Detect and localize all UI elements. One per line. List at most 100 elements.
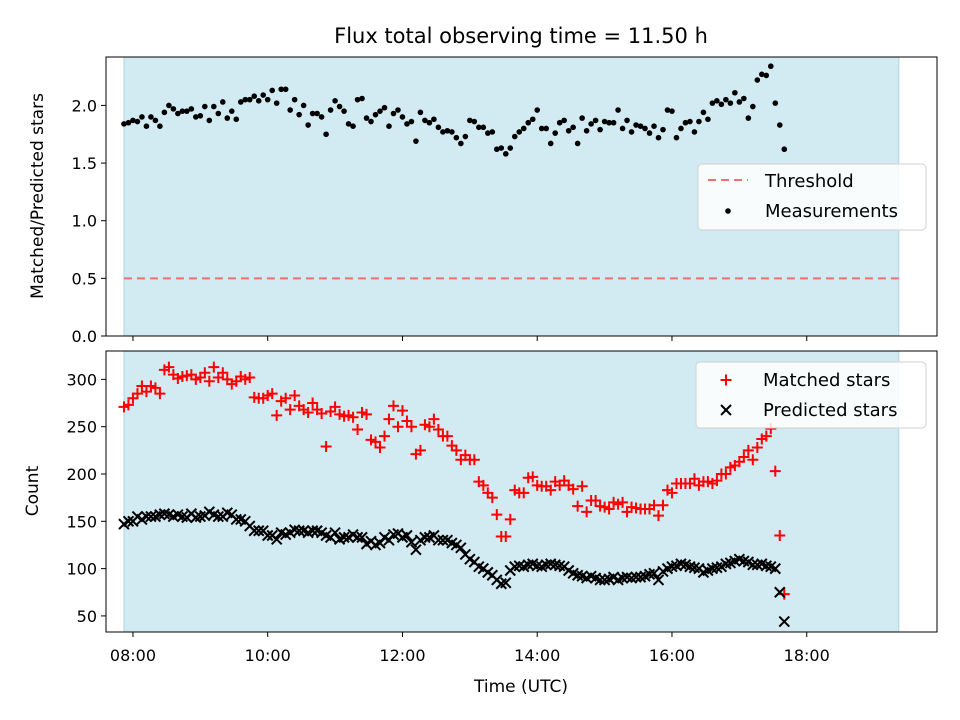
top-legend-box xyxy=(697,163,927,231)
measurement-point xyxy=(637,123,644,129)
measurement-point xyxy=(305,122,311,128)
measurement-point xyxy=(525,119,532,126)
matched-stars-point xyxy=(450,444,462,456)
legend-layer: Threshold Measurements Matched stars Predic… xyxy=(695,163,927,429)
measurement-point xyxy=(579,115,585,121)
measurement-point xyxy=(462,133,469,140)
predicted-stars-point xyxy=(500,577,512,589)
measurement-point xyxy=(282,86,289,93)
measurement-point xyxy=(552,130,558,136)
measurement-point xyxy=(426,119,433,126)
measurement-point xyxy=(763,72,770,79)
measurement-point xyxy=(660,126,666,133)
matched-stars-point xyxy=(374,442,386,454)
measurement-point xyxy=(592,117,599,124)
measurement-point xyxy=(651,123,657,129)
measurement-point xyxy=(529,116,536,123)
measurement-point xyxy=(269,87,276,94)
predicted-stars-point xyxy=(122,515,135,528)
measurement-point xyxy=(538,125,545,132)
measurement-point xyxy=(260,92,267,98)
measurement-point xyxy=(606,119,612,126)
predicted-stars-point xyxy=(338,531,350,544)
measurement-point xyxy=(197,112,204,119)
top-y-tick-label: 1.0 xyxy=(72,212,97,231)
measurement-point xyxy=(309,110,316,117)
matched-stars-point xyxy=(760,430,772,442)
x-tick-label: 18:00 xyxy=(784,646,830,665)
measurement-point xyxy=(134,118,141,125)
matched-stars-point xyxy=(751,442,763,454)
measurement-point xyxy=(215,110,222,117)
measurement-point xyxy=(511,133,518,140)
frame-layer xyxy=(105,56,938,633)
measurement-point xyxy=(736,99,743,105)
measurement-point xyxy=(619,125,626,132)
measurement-point xyxy=(570,124,576,131)
measurement-point xyxy=(485,130,491,136)
measurement-point xyxy=(610,119,617,126)
matched-stars-point xyxy=(423,421,435,433)
chart-title: Flux total observing time = 11.50 h xyxy=(334,24,708,48)
measurement-point xyxy=(408,118,415,125)
measurement-point xyxy=(718,101,725,108)
matched-stars-point xyxy=(217,367,229,379)
measurement-point xyxy=(642,125,648,132)
measurement-point xyxy=(318,114,325,120)
bottom-legend-box xyxy=(695,361,927,429)
measurement-point xyxy=(588,121,594,127)
measurement-point xyxy=(148,114,154,120)
bottom-y-tick-label: 250 xyxy=(66,418,97,437)
matched-stars-point xyxy=(486,492,498,504)
measurement-point xyxy=(696,118,702,125)
measurement-point xyxy=(633,122,639,128)
matched-stars-point xyxy=(347,411,359,423)
matched-stars-point xyxy=(527,471,539,483)
measurement-point xyxy=(547,140,554,147)
measurement-point xyxy=(772,100,779,106)
matched-stars-point xyxy=(590,494,602,506)
matched-stars-point xyxy=(392,421,404,433)
measurement-point xyxy=(556,119,563,126)
predicted-stars-point xyxy=(212,510,225,523)
measurement-point xyxy=(224,115,231,121)
measurement-point xyxy=(332,98,338,104)
top-y-tick-label: 0.0 xyxy=(72,327,97,346)
matched-stars-point xyxy=(378,430,390,442)
measurement-point xyxy=(125,119,132,126)
measurement-point xyxy=(449,129,455,135)
measurement-point xyxy=(251,93,258,99)
matched-stars-point xyxy=(302,406,314,418)
measurement-point xyxy=(404,121,410,127)
predicted-stars-point xyxy=(401,529,413,542)
matched-stars-point xyxy=(280,392,292,404)
bottom-axes-frame xyxy=(105,350,938,633)
legend-predicted-stars-swatch xyxy=(720,404,732,416)
measurement-point xyxy=(193,114,199,120)
measurement-point xyxy=(727,100,734,106)
measurement-point xyxy=(597,126,603,133)
matched-stars-point xyxy=(769,465,781,477)
measurement-point xyxy=(435,124,442,131)
matched-stars-point xyxy=(405,421,417,433)
measurement-point xyxy=(206,117,213,124)
measurement-point xyxy=(363,115,370,121)
bottom-y-axis-title: Count xyxy=(23,465,43,516)
measurement-point xyxy=(395,107,401,113)
measurement-point xyxy=(161,109,168,116)
matched-stars-point xyxy=(316,407,328,419)
matched-stars-point xyxy=(742,444,754,456)
legend-measurements-swatch xyxy=(725,208,731,214)
measurement-point xyxy=(237,99,244,105)
predicted-stars-point xyxy=(778,615,790,628)
measurement-point xyxy=(255,98,262,104)
measurement-point xyxy=(246,96,253,103)
measurement-point xyxy=(543,125,550,132)
measurement-point xyxy=(386,123,392,129)
matched-stars-point xyxy=(149,382,161,394)
measurement-point xyxy=(242,96,249,103)
measurement-point xyxy=(296,111,302,118)
measurement-point xyxy=(583,127,590,134)
matched-stars-point xyxy=(711,475,723,487)
